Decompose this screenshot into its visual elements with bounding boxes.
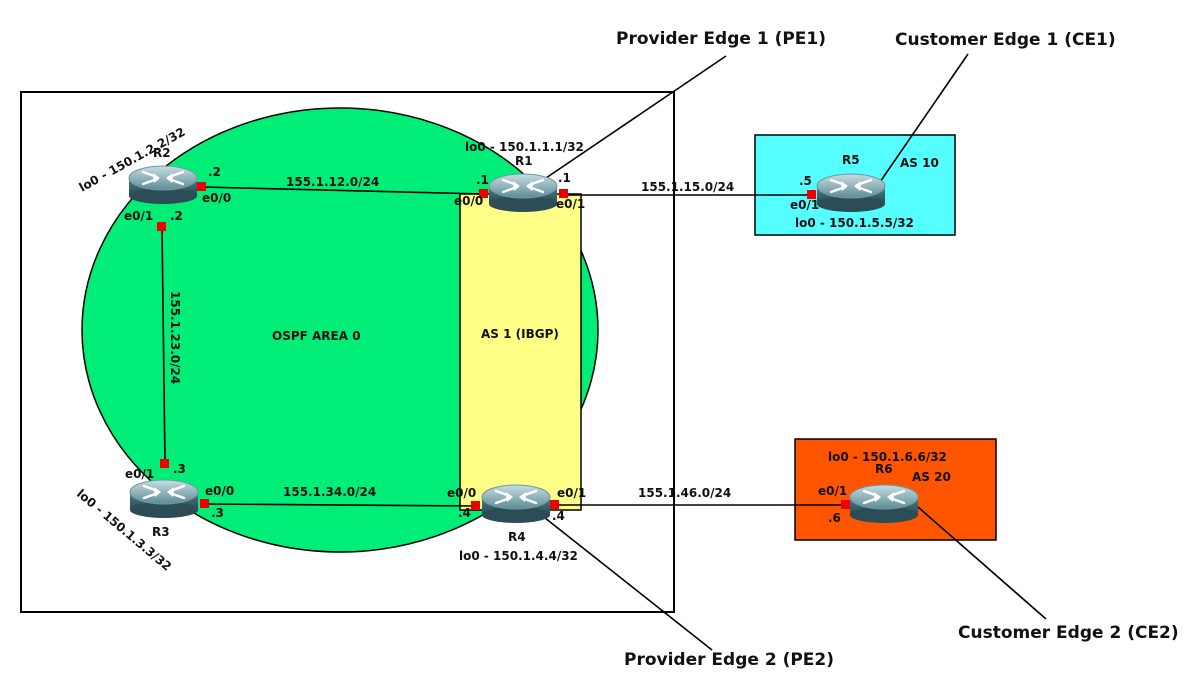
- router-r6-loopback: lo0 - 150.1.6.6/32: [828, 450, 947, 464]
- outer-frame: [20, 91, 675, 613]
- r3-e00-ip: .3: [211, 506, 224, 520]
- r2-e01-ip: .2: [170, 209, 183, 223]
- link-r4r6-subnet: 155.1.46.0/24: [638, 486, 731, 500]
- ibgp-area-label: AS 1 (IBGP): [481, 327, 559, 341]
- r1-e00-ip: .1: [476, 173, 489, 187]
- r1-e00-label: e0/0: [454, 194, 483, 208]
- r4-e00-ip: .4: [458, 506, 471, 520]
- router-r3-icon[interactable]: [128, 478, 200, 520]
- r6-e01-ip: .6: [828, 511, 841, 525]
- callout-line-ce2: [917, 506, 1047, 620]
- router-r4-icon[interactable]: [480, 483, 552, 525]
- callout-ce2: Customer Edge 2 (CE2): [958, 623, 1179, 643]
- port-r6-e01: [841, 500, 850, 509]
- router-r5-name: R5: [842, 153, 860, 167]
- port-r1-e01: [559, 189, 568, 198]
- r2-e00-label: e0/0: [202, 191, 231, 205]
- r5-e01-ip: .5: [799, 174, 812, 188]
- callout-line-pe2: [539, 513, 713, 651]
- link-r2r3-subnet: 155.1.23.0/24: [168, 291, 182, 384]
- router-r4-loopback: lo0 - 150.1.4.4/32: [459, 549, 578, 563]
- port-r2-e01: [157, 222, 166, 231]
- port-r3-e01: [160, 459, 169, 468]
- router-r6-icon[interactable]: [848, 483, 920, 525]
- router-r6-name: R6: [875, 462, 893, 476]
- ibgp-area-shape: [459, 193, 582, 511]
- r1-e01-ip: .1: [558, 171, 571, 185]
- port-r2-e00: [197, 182, 206, 191]
- r3-e01-ip: .3: [173, 462, 186, 476]
- r2-e01-label: e0/1: [124, 209, 153, 223]
- r4-e00-label: e0/0: [447, 486, 476, 500]
- r3-e00-label: e0/0: [205, 484, 234, 498]
- as20-label: AS 20: [912, 470, 951, 484]
- router-r1-icon[interactable]: [487, 172, 559, 214]
- port-r3-e00: [200, 499, 209, 508]
- port-r4-e01: [550, 500, 559, 509]
- callout-line-ce1: [879, 53, 969, 183]
- router-r5-loopback: lo0 - 150.1.5.5/32: [795, 216, 914, 230]
- link-r2-r1: [201, 186, 485, 195]
- r3-e01-label: e0/1: [125, 467, 154, 481]
- r4-e01-ip: .4: [552, 509, 565, 523]
- router-r3-name: R3: [152, 525, 170, 539]
- link-r1r2-subnet: 155.1.12.0/24: [286, 175, 379, 189]
- router-r2-name: R2: [153, 146, 171, 160]
- r6-e01-label: e0/1: [818, 484, 847, 498]
- router-r4-name: R4: [508, 530, 526, 544]
- callout-ce1: Customer Edge 1 (CE1): [895, 30, 1116, 50]
- port-r1-e00: [479, 189, 488, 198]
- r4-e01-label: e0/1: [557, 486, 586, 500]
- callout-line-pe1: [545, 55, 727, 179]
- link-r3r4-subnet: 155.1.34.0/24: [283, 485, 376, 499]
- r1-e01-label: e0/1: [556, 197, 585, 211]
- link-r2-r3: [161, 226, 166, 465]
- link-r3-r4: [204, 503, 477, 507]
- r2-e00-ip: .2: [208, 165, 221, 179]
- router-r1-loopback: lo0 - 150.1.1.1/32: [465, 140, 584, 154]
- router-r5-icon[interactable]: [815, 172, 887, 214]
- port-r4-e00: [471, 501, 480, 510]
- link-r1r5-subnet: 155.1.15.0/24: [641, 180, 734, 194]
- callout-pe2: Provider Edge 2 (PE2): [624, 650, 834, 670]
- router-r1-name: R1: [515, 154, 533, 168]
- port-r5-e01: [807, 190, 816, 199]
- router-r2-icon[interactable]: [127, 164, 199, 206]
- as10-label: AS 10: [900, 156, 939, 170]
- r5-e01-label: e0/1: [790, 198, 819, 212]
- ospf-area-label: OSPF AREA 0: [272, 329, 361, 343]
- callout-pe1: Provider Edge 1 (PE1): [616, 29, 826, 49]
